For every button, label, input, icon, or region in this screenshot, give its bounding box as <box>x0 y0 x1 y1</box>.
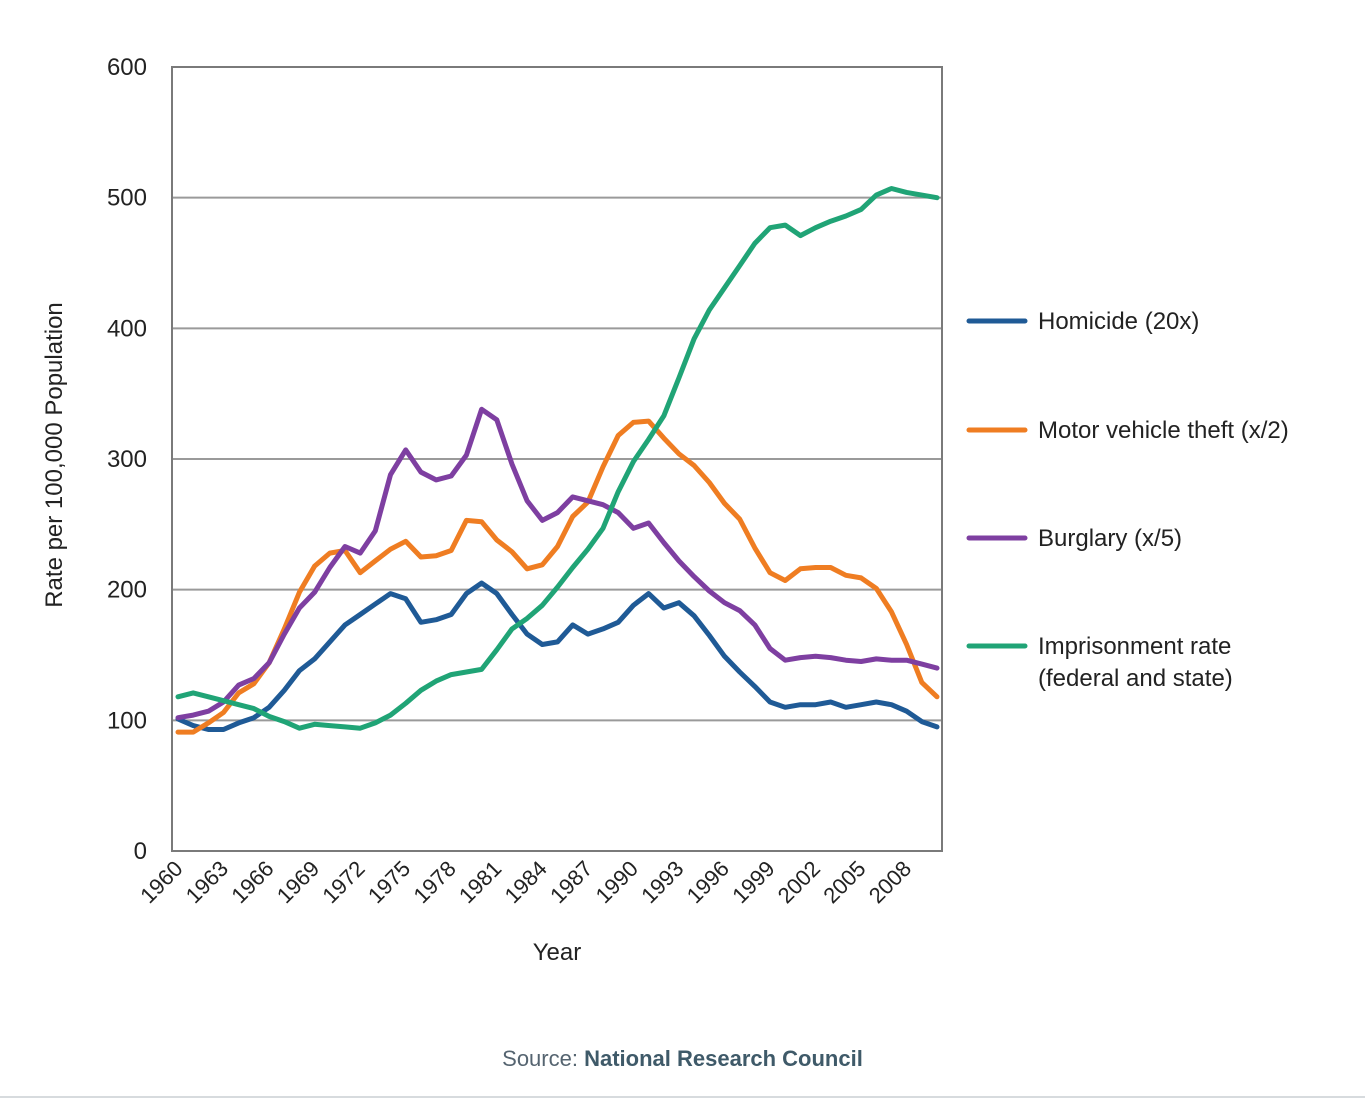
y-axis-label: Rate per 100,000 Population <box>41 302 68 608</box>
x-tick-label: 2002 <box>773 856 825 908</box>
x-tick-label: 1963 <box>181 856 233 908</box>
y-tick-labels: 0 100 200 300 400 500 600 <box>107 54 147 865</box>
series-line-4 <box>175 186 940 731</box>
x-tick-label: 2008 <box>864 856 916 908</box>
y-tick-label: 600 <box>107 54 147 81</box>
x-tick-label: 1981 <box>454 856 506 908</box>
x-tick-label: 1993 <box>636 856 688 908</box>
series-line-1 <box>175 580 940 732</box>
legend-label-line: Imprisonment rate <box>1038 633 1231 660</box>
x-tick-label: 2005 <box>818 856 870 908</box>
source-credit: Source: National Research Council <box>0 1046 1365 1072</box>
x-axis-label: Year <box>533 939 582 966</box>
legend: Homicide (20x) Motor vehicle theft (x/2) B… <box>966 308 1289 692</box>
x-tick-label: 1984 <box>500 856 552 908</box>
series-lines <box>175 186 940 735</box>
x-tick-label: 1990 <box>591 856 643 908</box>
x-tick-label: 1966 <box>226 856 278 908</box>
x-tick-label: 1987 <box>545 856 597 908</box>
x-tick-label: 1996 <box>682 856 734 908</box>
x-tick-label: 1975 <box>363 856 415 908</box>
series-line-2 <box>175 418 940 735</box>
legend-label: Homicide (20x) <box>1038 308 1199 335</box>
legend-label: Imprisonment rate (federal and state) <box>1038 633 1233 692</box>
x-tick-label: 1999 <box>727 856 779 908</box>
y-tick-label: 300 <box>107 446 147 473</box>
x-tick-labels: 1960196319661969197219751978198119841987… <box>135 856 916 908</box>
y-tick-label: 200 <box>107 577 147 604</box>
y-tick-label: 400 <box>107 315 147 342</box>
x-tick-label: 1978 <box>408 856 460 908</box>
y-tick-label: 100 <box>107 707 147 734</box>
source-label: Source: <box>502 1046 578 1071</box>
bottom-divider <box>0 1096 1365 1098</box>
legend-label: Burglary (x/5) <box>1038 525 1182 552</box>
source-name: National Research Council <box>584 1046 863 1071</box>
x-tick-label: 1969 <box>272 856 324 908</box>
legend-label: Motor vehicle theft (x/2) <box>1038 417 1289 444</box>
series-line-3 <box>175 406 940 721</box>
y-tick-label: 0 <box>134 838 147 865</box>
line-chart: 0 100 200 300 400 500 600 19601963196619691972… <box>41 54 1289 966</box>
x-tick-label: 1972 <box>317 856 369 908</box>
legend-label-line: (federal and state) <box>1038 665 1233 692</box>
y-tick-label: 500 <box>107 185 147 212</box>
plot-frame <box>171 66 943 852</box>
